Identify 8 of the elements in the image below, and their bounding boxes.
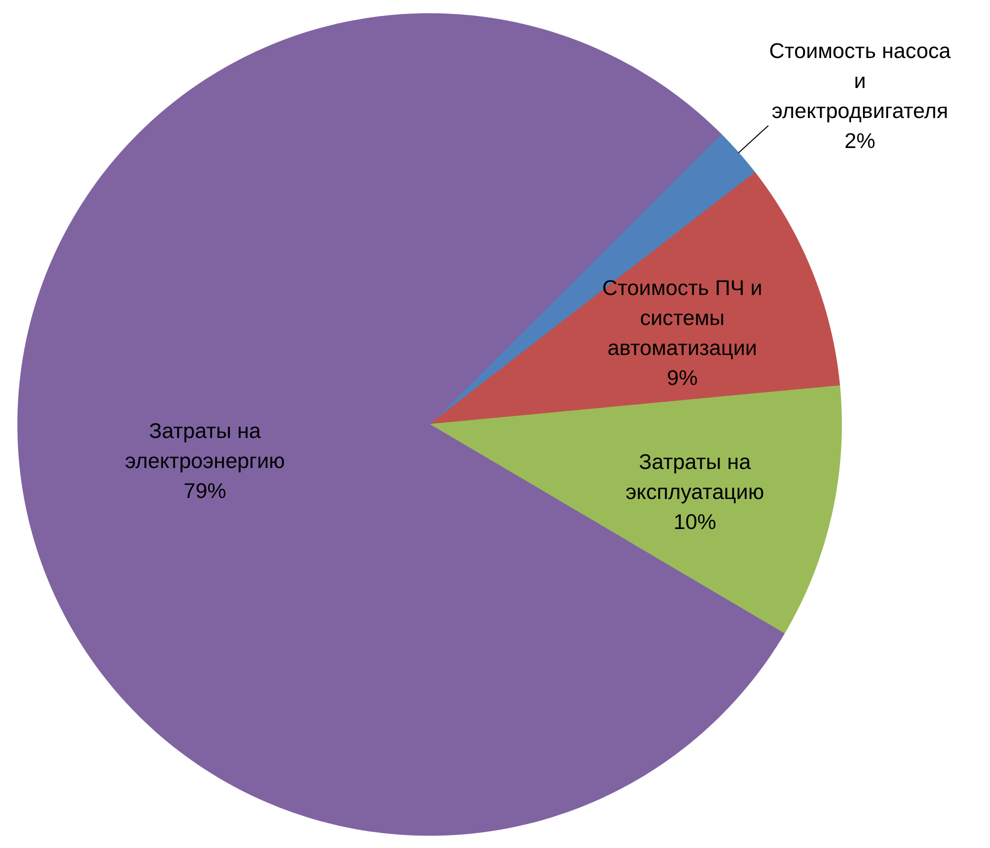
data-label: 2%	[844, 128, 876, 153]
slice-label: Стоимость ПЧ и системы автоматизации	[602, 276, 762, 360]
data-label: 10%	[673, 510, 716, 534]
slice-label: Затраты на электроэнергию	[125, 419, 285, 474]
slice-label: Стоимость насоса и электродвигателя	[769, 38, 951, 123]
data-label: 9%	[666, 366, 698, 390]
data-label: 79%	[184, 479, 226, 504]
slice-label: Затраты на эксплуатацию	[626, 450, 764, 504]
